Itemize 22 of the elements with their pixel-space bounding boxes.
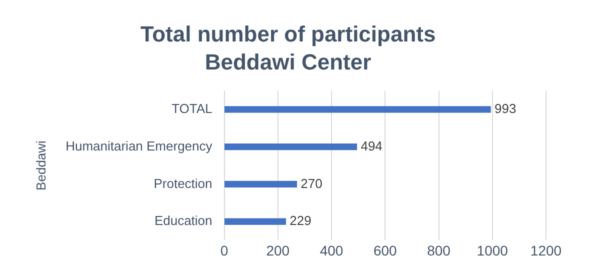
x-tick-label: 1200 <box>530 242 562 258</box>
chart-title: Total number of participants <box>140 21 436 46</box>
x-tick-label: 0 <box>220 242 228 258</box>
data-label: 494 <box>360 138 382 154</box>
y-axis-title: Beddawi <box>33 140 48 190</box>
x-tick-label: 600 <box>373 242 398 258</box>
y-tick-label: Humanitarian Emergency <box>66 138 213 154</box>
chart-subtitle: Beddawi Center <box>204 50 372 75</box>
data-label: 993 <box>494 101 516 116</box>
y-tick-label: TOTAL <box>172 101 212 116</box>
x-tick-label: 1000 <box>476 242 508 258</box>
x-tick-label: 800 <box>427 242 451 258</box>
y-tick-label: Protection <box>154 176 212 191</box>
bar <box>224 143 358 150</box>
bar <box>224 218 286 225</box>
data-label: 229 <box>290 213 312 228</box>
y-tick-label: Education <box>154 213 212 228</box>
bar <box>224 106 491 113</box>
x-tick-label: 200 <box>266 242 290 258</box>
bar <box>224 180 297 188</box>
data-label: 270 <box>300 176 322 191</box>
x-tick-label: 400 <box>320 242 344 258</box>
